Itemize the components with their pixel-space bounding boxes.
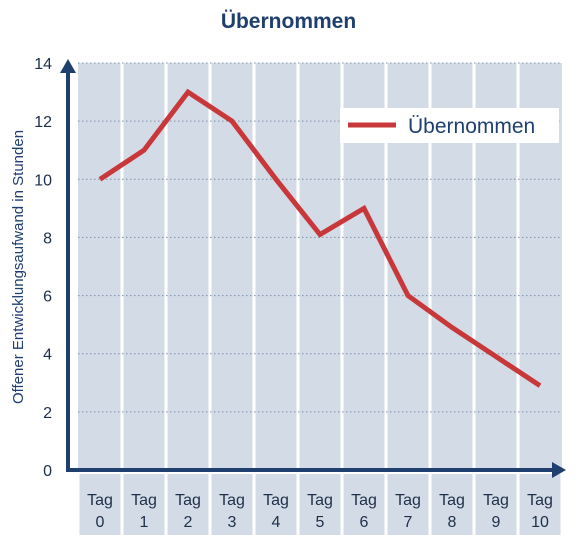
x-tick-label: 1	[140, 514, 149, 531]
x-tick-cell	[519, 474, 561, 535]
x-tick-label: Tag	[131, 492, 157, 509]
x-tick-label: Tag	[439, 492, 465, 509]
x-tick-label: 9	[492, 514, 501, 531]
x-tick-label: 6	[360, 514, 369, 531]
x-tick-label: Tag	[351, 492, 377, 509]
gridlines	[78, 62, 562, 413]
y-axis-label: Offener Entwicklungsaufwand in Stunden	[10, 130, 27, 404]
x-tick-cell	[167, 474, 209, 535]
x-tick-label: 8	[448, 514, 457, 531]
x-tick-label: Tag	[175, 492, 201, 509]
x-tick-cell	[387, 474, 429, 535]
x-tick-labels: Tag 0 Tag 1 Tag 2 Tag 3 Tag 4 Tag 5 Tag 6 Tag 7 Tag 8 Tag 9…	[87, 492, 553, 531]
x-tick-label: 10	[531, 514, 549, 531]
x-tick-label: Tag	[483, 492, 509, 509]
series-line	[98, 88, 542, 388]
x-tick-label: Tag	[263, 492, 289, 509]
y-tick-label: 4	[43, 347, 52, 364]
x-tick-cell	[475, 474, 517, 535]
x-tick-cell	[79, 474, 121, 535]
y-tick-label: 12	[34, 114, 52, 131]
x-tick-label: Tag	[87, 492, 113, 509]
y-tick-label: 10	[34, 172, 52, 189]
legend: Übernommen	[340, 108, 559, 143]
y-tick-label: 6	[43, 289, 52, 306]
x-axis-arrow	[552, 462, 566, 478]
axes	[60, 59, 566, 478]
series-group	[98, 88, 542, 388]
y-axis-arrow	[60, 59, 76, 73]
x-tick-cell	[255, 474, 297, 535]
x-tick-label: 3	[228, 514, 237, 531]
x-tick-cells	[79, 474, 561, 535]
y-tick-label: 14	[34, 56, 52, 73]
x-tick-cell	[431, 474, 473, 535]
x-tick-cell	[123, 474, 165, 535]
x-tick-label: 7	[404, 514, 413, 531]
y-tick-label: 0	[43, 463, 52, 480]
legend-label: Übernommen	[408, 115, 535, 138]
x-tick-label: 5	[316, 514, 325, 531]
x-tick-label: Tag	[527, 492, 553, 509]
y-tick-labels: 0 2 4 6 8 10 12 14	[34, 56, 52, 480]
x-tick-label: 0	[96, 514, 105, 531]
y-axis-label-group: Offener Entwicklungsaufwand in Stunden	[10, 130, 27, 404]
x-tick-label: 4	[272, 514, 281, 531]
x-tick-cell	[343, 474, 385, 535]
x-tick-cell	[299, 474, 341, 535]
x-tick-cell	[211, 474, 253, 535]
y-tick-label: 2	[43, 405, 52, 422]
x-tick-label: Tag	[307, 492, 333, 509]
x-tick-label: Tag	[219, 492, 245, 509]
y-tick-label: 8	[43, 230, 52, 247]
x-tick-label: Tag	[395, 492, 421, 509]
x-tick-label: 2	[184, 514, 193, 531]
chart-title: Übernommen	[220, 10, 357, 33]
